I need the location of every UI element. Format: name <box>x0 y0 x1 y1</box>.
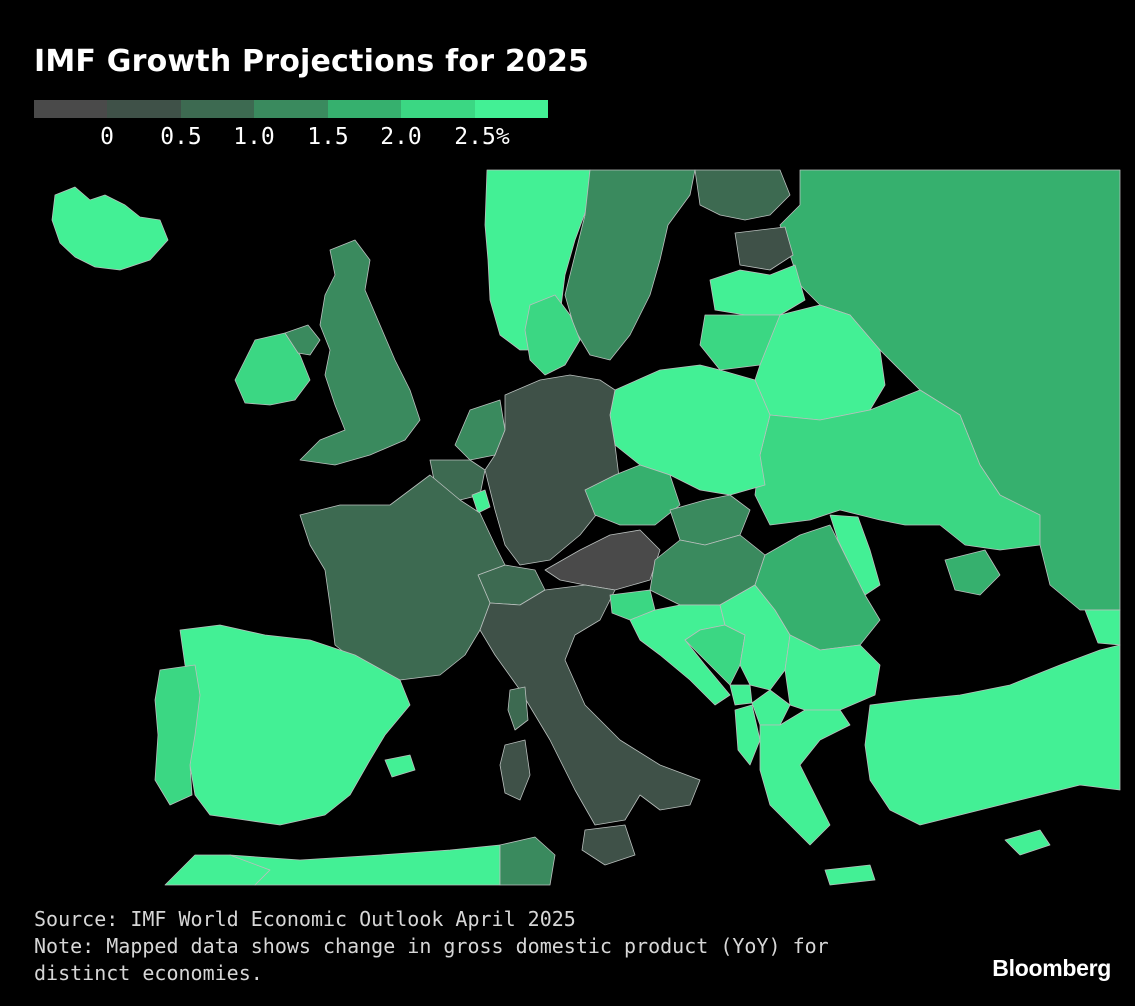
region-greece-crete[interactable] <box>824 864 876 886</box>
legend-swatch <box>254 100 328 118</box>
legend-ticks: 0 0.5 1.0 1.5 2.0 2.5% <box>34 124 548 154</box>
source-line: Source: IMF World Economic Outlook April… <box>34 907 576 931</box>
note-line: distinct economies. <box>34 961 263 985</box>
europe-map <box>0 165 1135 890</box>
region-montenegro[interactable] <box>729 684 753 706</box>
legend-swatch <box>474 100 548 118</box>
bloomberg-logo: Bloomberg <box>992 955 1111 981</box>
region-finland[interactable] <box>694 169 791 221</box>
source-note: Source: IMF World Economic Outlook April… <box>34 906 954 987</box>
region-albania[interactable] <box>734 704 761 766</box>
region-germany[interactable] <box>484 374 621 566</box>
map-title: IMF Growth Projections for 2025 <box>34 44 590 79</box>
legend-swatch <box>180 100 255 118</box>
legend-tick-label: 2.0 <box>380 124 422 150</box>
region-spain-balearics[interactable] <box>384 754 416 778</box>
legend-tick-label: 0 <box>100 124 114 150</box>
region-luxembourg[interactable] <box>471 489 491 514</box>
region-algeria[interactable] <box>229 844 501 886</box>
legend-tick-label: 1.5 <box>307 124 349 150</box>
legend-swatch <box>327 100 402 118</box>
color-legend <box>34 100 548 118</box>
region-estonia[interactable] <box>734 226 794 271</box>
region-sweden[interactable] <box>564 169 696 361</box>
region-greece[interactable] <box>759 709 851 846</box>
region-north-macedonia[interactable] <box>751 689 791 726</box>
region-latvia[interactable] <box>709 264 806 316</box>
region-iceland[interactable] <box>51 186 169 271</box>
region-cyprus[interactable] <box>1004 829 1051 856</box>
legend-swatch <box>34 100 108 118</box>
legend-swatch <box>107 100 181 118</box>
region-romania[interactable] <box>754 524 881 651</box>
region-turkey[interactable] <box>864 644 1121 826</box>
legend-tick-label: 2.5% <box>454 124 510 150</box>
region-denmark[interactable] <box>524 294 581 376</box>
region-tunisia[interactable] <box>499 836 556 886</box>
region-crimea[interactable] <box>944 549 1001 596</box>
region-united-kingdom[interactable] <box>299 239 421 466</box>
legend-tick-label: 1.0 <box>233 124 275 150</box>
region-portugal[interactable] <box>154 664 201 806</box>
region-bulgaria[interactable] <box>784 634 881 711</box>
region-ukraine[interactable] <box>754 389 1041 551</box>
legend-tick-label: 0.5 <box>160 124 202 150</box>
region-italy-sicily[interactable] <box>581 824 636 866</box>
region-france-corsica[interactable] <box>507 686 529 731</box>
region-italy[interactable] <box>479 584 701 826</box>
region-italy-sardinia[interactable] <box>499 739 531 801</box>
note-line: Note: Mapped data shows change in gross … <box>34 934 829 958</box>
region-poland[interactable] <box>609 364 771 496</box>
region-northern-ireland[interactable] <box>284 324 321 356</box>
region-czechia[interactable] <box>584 464 681 526</box>
legend-swatch <box>401 100 475 118</box>
region-croatia[interactable] <box>629 604 731 706</box>
region-georgia[interactable] <box>1084 609 1121 646</box>
